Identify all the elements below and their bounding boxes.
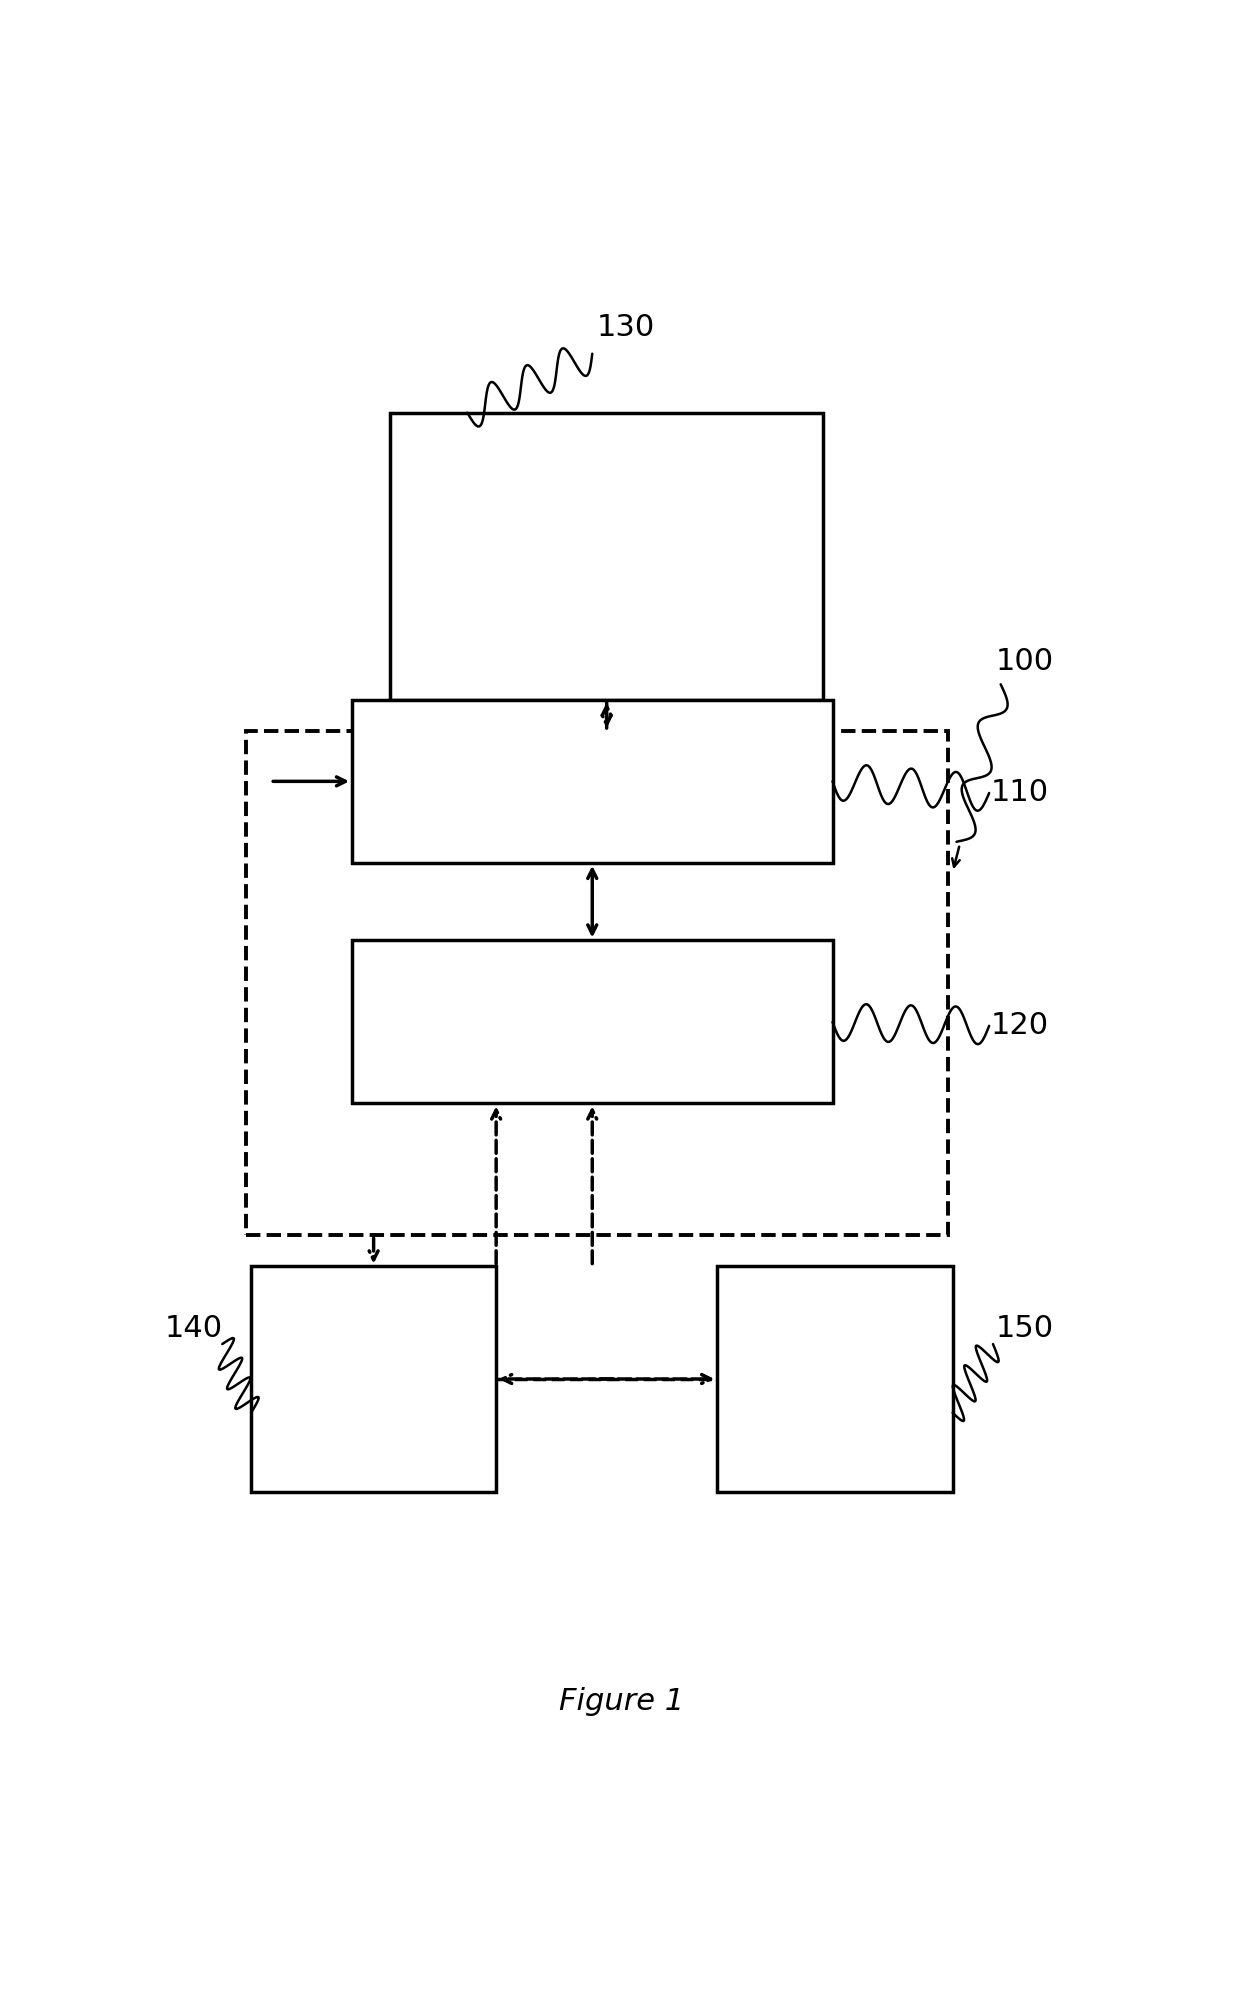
Text: 130: 130: [596, 312, 655, 343]
Bar: [352, 700, 832, 863]
Bar: [352, 939, 832, 1103]
Text: 100: 100: [996, 647, 1054, 675]
Text: Figure 1: Figure 1: [558, 1687, 683, 1716]
Bar: [717, 1266, 952, 1492]
Text: 110: 110: [991, 778, 1049, 808]
Bar: [247, 732, 947, 1236]
Bar: [391, 413, 823, 700]
Text: 150: 150: [996, 1314, 1054, 1343]
Bar: [250, 1266, 496, 1492]
Text: 140: 140: [165, 1314, 222, 1343]
Text: 120: 120: [991, 1012, 1049, 1040]
